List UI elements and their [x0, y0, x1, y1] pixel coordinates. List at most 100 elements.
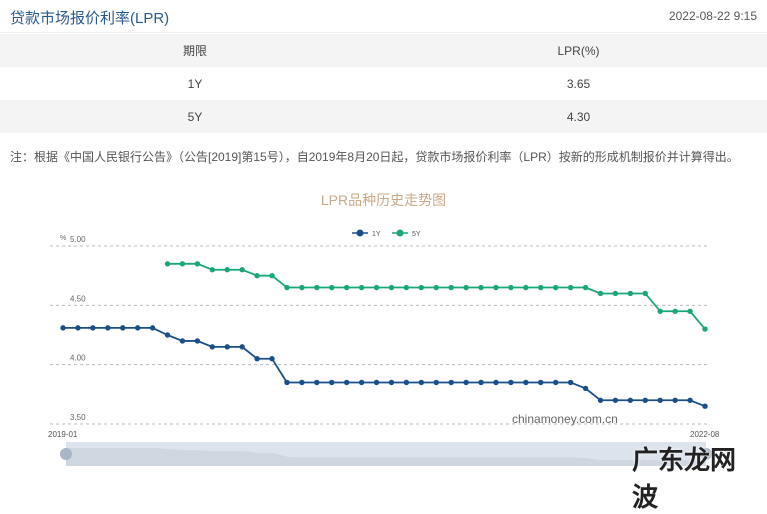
legend-marker: [356, 229, 364, 237]
data-point-5Y: [209, 267, 216, 273]
data-point-5Y: [493, 284, 499, 291]
chart-title: LPR品种历史走势图: [320, 192, 447, 208]
data-point-5Y: [388, 284, 395, 291]
data-point-5Y: [508, 284, 514, 291]
y-tick-label: 4.00: [70, 354, 86, 363]
data-point-1Y: [60, 325, 66, 331]
lpr-history-chart: 5.00 4.50 4.00 3.50% 2019-01 2022-08 1Y 5Y: [48, 229, 720, 466]
data-point-5Y: [478, 284, 484, 291]
data-point-1Y: [403, 379, 410, 386]
data-point-1Y: [224, 344, 230, 350]
data-point-5Y: [269, 272, 275, 279]
data-point-5Y: [299, 284, 305, 291]
cell-rate: 3.65: [566, 76, 591, 91]
data-point-1Y: [657, 397, 663, 403]
data-point-5Y: [448, 284, 454, 291]
table-row: 1Y 3.65: [0, 67, 767, 100]
data-point-1Y: [329, 379, 335, 386]
data-point-1Y: [149, 325, 156, 331]
data-point-1Y: [463, 379, 469, 386]
y-tick-label: 3.50: [70, 413, 86, 422]
data-point-5Y: [239, 267, 245, 273]
table-header: 期限 LPR(%): [0, 34, 767, 67]
data-point-1Y: [582, 385, 589, 392]
data-point-5Y: [642, 290, 648, 297]
data-point-1Y: [642, 397, 648, 403]
data-point-1Y: [523, 379, 529, 386]
data-point-1Y: [388, 379, 395, 386]
column-header-lpr: LPR(%): [557, 43, 600, 58]
watermark: chinamoney.com.cn: [512, 412, 618, 426]
data-point-1Y: [90, 325, 96, 331]
data-point-5Y: [567, 284, 574, 291]
cell-term: 5Y: [187, 109, 203, 124]
data-point-5Y: [552, 284, 559, 291]
data-point-1Y: [627, 397, 634, 403]
data-point-5Y: [194, 261, 201, 267]
lpr-table: 期限 LPR(%) 1Y 3.65 5Y 4.30: [0, 34, 767, 133]
data-point-1Y: [612, 397, 619, 403]
data-point-1Y: [552, 379, 559, 386]
data-point-5Y: [612, 290, 619, 297]
y-axis-unit: %: [60, 235, 66, 242]
slider-handle-right[interactable]: [700, 448, 712, 460]
data-point-5Y: [582, 284, 589, 291]
data-point-1Y: [597, 397, 604, 403]
data-point-5Y: [702, 326, 708, 332]
data-point-5Y: [418, 284, 425, 291]
data-point-5Y: [224, 267, 230, 273]
page-title: 贷款市场报价利率(LPR): [10, 10, 170, 27]
legend-marker: [396, 229, 404, 237]
data-point-1Y: [314, 379, 320, 386]
data-point-1Y: [493, 379, 499, 386]
data-point-1Y: [179, 338, 186, 344]
cell-term: 1Y: [187, 76, 203, 91]
data-point-1Y: [299, 379, 305, 386]
data-point-5Y: [672, 308, 678, 314]
data-point-1Y: [672, 397, 678, 403]
data-point-5Y: [657, 308, 663, 314]
data-point-5Y: [627, 290, 634, 297]
data-point-5Y: [284, 284, 290, 291]
data-point-1Y: [209, 344, 216, 350]
data-point-1Y: [358, 379, 365, 386]
data-point-1Y: [164, 332, 171, 338]
series-line-5Y: [167, 262, 706, 330]
data-point-5Y: [343, 284, 350, 291]
data-point-1Y: [105, 325, 111, 331]
data-point-5Y: [373, 284, 380, 291]
data-point-1Y: [448, 379, 454, 386]
data-point-1Y: [194, 338, 201, 344]
data-point-1Y: [75, 325, 81, 331]
data-point-5Y: [463, 284, 469, 291]
data-point-1Y: [433, 379, 439, 386]
note-text: 注：根据《中国人民银行公告》（公告[2019]第15号），自2019年8月20日…: [10, 150, 739, 164]
brand-watermark: 广东龙网 波: [632, 445, 737, 512]
data-point-5Y: [433, 284, 439, 291]
data-point-5Y: [358, 284, 365, 291]
slider-handle-left[interactable]: [60, 448, 72, 460]
data-point-5Y: [597, 290, 604, 297]
legend-label: 5Y: [412, 231, 421, 238]
data-point-1Y: [508, 379, 514, 386]
column-header-term: 期限: [182, 44, 207, 58]
slider-preview: [66, 448, 706, 466]
data-point-1Y: [478, 379, 484, 386]
data-point-1Y: [134, 325, 141, 331]
timestamp: 2022-08-22 9:15: [668, 9, 757, 23]
header: 贷款市场报价利率(LPR) 2022-08-22 9:15: [0, 0, 767, 33]
x-tick-label: 2022-08: [690, 430, 720, 439]
table-row: 5Y 4.30: [0, 100, 767, 133]
data-point-5Y: [538, 284, 544, 291]
data-point-1Y: [538, 379, 544, 386]
data-point-1Y: [343, 379, 350, 386]
data-point-5Y: [403, 284, 410, 291]
data-point-5Y: [329, 284, 335, 291]
data-point-5Y: [314, 284, 320, 291]
x-tick-label: 2019-01: [48, 430, 78, 439]
data-point-1Y: [373, 379, 380, 386]
data-point-1Y: [702, 403, 708, 409]
data-point-1Y: [567, 379, 574, 386]
data-point-5Y: [523, 284, 529, 291]
y-tick-label: 4.50: [70, 294, 86, 303]
